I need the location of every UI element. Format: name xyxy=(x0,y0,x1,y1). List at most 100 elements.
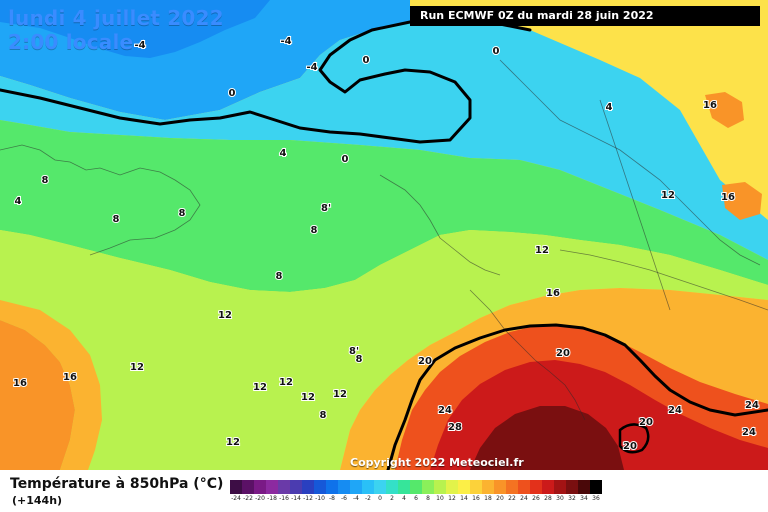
isotherm-label: 20 xyxy=(556,348,570,359)
scale-step: -24 xyxy=(230,480,242,504)
scale-label: -18 xyxy=(267,495,277,502)
isotherm-label: 8' xyxy=(349,346,359,357)
isotherm-label: 8 xyxy=(276,271,283,282)
scale-swatch xyxy=(494,480,506,494)
scale-swatch xyxy=(506,480,518,494)
scale-label: -20 xyxy=(255,495,265,502)
isotherm-label: 4 xyxy=(280,148,287,159)
cool-band xyxy=(0,18,768,260)
scale-label: 14 xyxy=(460,495,468,502)
scale-swatch xyxy=(386,480,398,494)
scale-swatch xyxy=(374,480,386,494)
isotherm-label: 0 xyxy=(229,88,236,99)
scale-label: 24 xyxy=(520,495,528,502)
scale-label: -24 xyxy=(231,495,241,502)
isotherm-label: 24 xyxy=(438,405,452,416)
scale-swatch xyxy=(266,480,278,494)
scale-step: -8 xyxy=(326,480,338,504)
scale-label: 22 xyxy=(508,495,516,502)
scale-label: 18 xyxy=(484,495,492,502)
east-warm-patch xyxy=(705,92,744,128)
scale-step: 34 xyxy=(578,480,590,504)
scale-step: 8 xyxy=(422,480,434,504)
scale-label: 0 xyxy=(378,495,382,502)
scale-step: -20 xyxy=(254,480,266,504)
isotherm-label: 4 xyxy=(606,102,613,113)
scale-swatch xyxy=(434,480,446,494)
scale-label: -2 xyxy=(365,495,371,502)
scale-step: -22 xyxy=(242,480,254,504)
isotherm-label: 20 xyxy=(639,417,653,428)
temperature-map: -4 -4 -4 0 0 0 0 4 4 4 8 8 8 8' 8 8 8' 8 8 12 12 12 12 12 12 12 12… xyxy=(0,0,768,470)
isotherm-label: 12 xyxy=(218,310,232,321)
isotherm-label: 16 xyxy=(546,288,560,299)
scale-step: 28 xyxy=(542,480,554,504)
isotherm-label: 8' xyxy=(321,203,331,214)
lead-time: (+144h) xyxy=(12,494,63,507)
scale-step: -2 xyxy=(362,480,374,504)
isotherm-label: 8 xyxy=(356,354,363,365)
scale-label: 26 xyxy=(532,495,540,502)
isotherm-label: -4 xyxy=(134,40,145,51)
scale-step: 22 xyxy=(506,480,518,504)
scale-step: -14 xyxy=(290,480,302,504)
isotherm-label: 16 xyxy=(13,378,27,389)
west-warm-lobe-2 xyxy=(0,300,102,470)
scale-swatch xyxy=(362,480,374,494)
scale-label: 34 xyxy=(580,495,588,502)
border-outline xyxy=(379,174,501,276)
scale-swatch xyxy=(338,480,350,494)
scale-step: 30 xyxy=(554,480,566,504)
scale-label: -16 xyxy=(279,495,289,502)
scale-step: 36 xyxy=(590,480,602,504)
scale-step: 2 xyxy=(386,480,398,504)
isotherm-label: 8 xyxy=(320,410,327,421)
scale-step: 10 xyxy=(434,480,446,504)
scale-swatch xyxy=(554,480,566,494)
yellowgreen-band xyxy=(0,230,768,470)
scale-swatch xyxy=(410,480,422,494)
isotherm-label: 8 xyxy=(311,225,318,236)
scale-label: 8 xyxy=(426,495,430,502)
isotherm-label: 24 xyxy=(668,405,682,416)
east-warm-patch-2 xyxy=(722,182,762,220)
scale-step: -16 xyxy=(278,480,290,504)
isoline-20 xyxy=(386,323,768,470)
border-outline xyxy=(469,289,586,421)
scale-label: 28 xyxy=(544,495,552,502)
color-scale: -24 -22 -20 -18 -16 -14 -12 -10 -8 -6 -4 -2 0 2 4 6 8 10 1… xyxy=(230,480,602,504)
border-outline xyxy=(559,249,768,311)
scale-label: 12 xyxy=(448,495,456,502)
scale-step: 12 xyxy=(446,480,458,504)
scale-label: 2 xyxy=(390,495,394,502)
scale-swatch xyxy=(254,480,266,494)
isotherm-label: 28 xyxy=(448,422,462,433)
scale-swatch xyxy=(566,480,578,494)
scale-label: -6 xyxy=(341,495,347,502)
forecast-time: 2:00 locale xyxy=(8,30,134,54)
scale-swatch xyxy=(290,480,302,494)
isotherm-label: 12 xyxy=(130,362,144,373)
isoline-20-island xyxy=(618,423,650,454)
scale-step: -10 xyxy=(314,480,326,504)
scale-label: 30 xyxy=(556,495,564,502)
scale-step: -18 xyxy=(266,480,278,504)
isotherm-label: 24 xyxy=(742,427,756,438)
copyright-notice: Copyright 2022 Meteociel.fr xyxy=(350,456,524,469)
isotherm-label: 0 xyxy=(493,46,500,57)
mild-band xyxy=(0,120,768,292)
scale-label: -22 xyxy=(243,495,253,502)
isoline-0 xyxy=(0,16,532,144)
scale-swatch xyxy=(230,480,242,494)
scale-label: 10 xyxy=(436,495,444,502)
isotherm-label: 12 xyxy=(535,245,549,256)
border-outline xyxy=(0,144,201,256)
scale-swatch xyxy=(446,480,458,494)
scale-step: 18 xyxy=(482,480,494,504)
isotherm-label: 16 xyxy=(63,372,77,383)
isotherm-label: 8 xyxy=(113,214,120,225)
isotherm-label: -4 xyxy=(280,36,291,47)
scale-label: 16 xyxy=(472,495,480,502)
